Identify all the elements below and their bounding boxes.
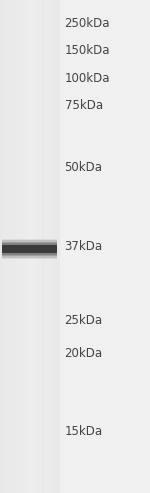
Bar	[8, 0, 9, 493]
Bar	[2, 253, 57, 256]
Bar	[38, 0, 39, 493]
Text: 100kDa: 100kDa	[64, 72, 110, 85]
Bar	[30, 0, 31, 493]
Bar	[39, 0, 40, 493]
Bar	[22, 0, 24, 493]
Bar	[3, 0, 4, 493]
Bar	[21, 0, 22, 493]
Bar	[33, 0, 34, 493]
Bar	[2, 240, 57, 245]
Bar	[42, 0, 44, 493]
Bar	[4, 0, 6, 493]
Bar	[28, 0, 30, 493]
Text: 150kDa: 150kDa	[64, 44, 110, 57]
Bar	[40, 0, 42, 493]
Bar	[14, 0, 15, 493]
Bar	[12, 0, 14, 493]
Bar	[15, 0, 16, 493]
Bar	[45, 0, 46, 493]
Bar	[50, 0, 51, 493]
Bar	[2, 243, 57, 245]
Bar	[0, 0, 2, 493]
Bar	[27, 0, 28, 493]
Bar	[32, 0, 33, 493]
Bar	[2, 239, 57, 245]
Bar	[57, 0, 58, 493]
Bar	[6, 0, 8, 493]
Text: 250kDa: 250kDa	[64, 17, 110, 30]
Bar	[2, 242, 57, 245]
Bar	[2, 0, 3, 493]
Bar	[18, 0, 20, 493]
Bar	[2, 253, 57, 259]
Bar	[56, 0, 57, 493]
Bar	[46, 0, 48, 493]
Bar	[24, 0, 26, 493]
Bar	[52, 0, 54, 493]
Bar	[9, 0, 11, 493]
Bar	[26, 0, 27, 493]
Bar	[2, 253, 57, 258]
Bar	[48, 0, 50, 493]
Text: 75kDa: 75kDa	[64, 100, 103, 112]
Text: 25kDa: 25kDa	[64, 314, 103, 327]
Bar	[34, 0, 36, 493]
Bar	[11, 0, 12, 493]
Text: 15kDa: 15kDa	[64, 425, 103, 438]
Bar	[51, 0, 52, 493]
Bar	[36, 0, 38, 493]
Bar	[2, 245, 57, 253]
Bar	[20, 0, 21, 493]
Text: 37kDa: 37kDa	[64, 240, 103, 253]
Text: 20kDa: 20kDa	[64, 348, 103, 360]
Bar	[0, 0, 60, 493]
Bar	[2, 253, 57, 255]
Bar	[58, 0, 60, 493]
Bar	[16, 0, 18, 493]
Bar	[44, 0, 45, 493]
Bar	[54, 0, 56, 493]
Text: 50kDa: 50kDa	[64, 161, 102, 174]
